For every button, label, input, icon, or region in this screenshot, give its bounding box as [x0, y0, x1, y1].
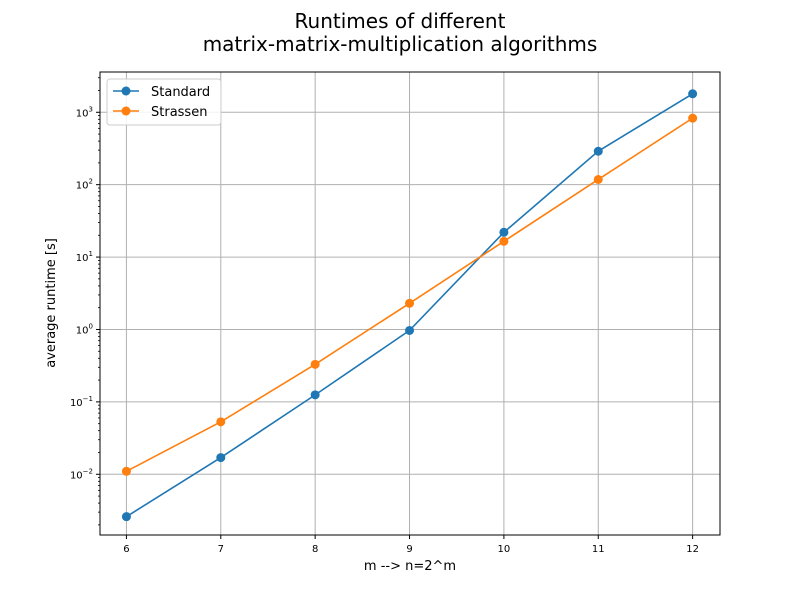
y-tick-label: 100 [76, 322, 93, 336]
data-point [593, 174, 603, 184]
data-point [593, 146, 603, 156]
data-point [121, 512, 131, 522]
x-tick-label: 9 [406, 544, 412, 555]
series-layer [121, 89, 698, 522]
data-point [405, 325, 415, 335]
legend-label: Standard [151, 85, 210, 100]
data-point [405, 298, 415, 308]
y-tick-label: 103 [76, 105, 93, 119]
x-tick-label: 11 [592, 544, 605, 555]
chart-title-line-2: matrix-matrix-multiplication algorithms [203, 32, 598, 56]
y-axis: 10−2 10−1 100 101 102 103 [70, 77, 100, 526]
chart-title: Runtimes of different matrix-matrix-mult… [203, 9, 598, 56]
legend-label: Strassen [151, 105, 207, 120]
data-point [499, 227, 509, 237]
x-tick-label: 12 [686, 544, 699, 555]
series-standard [121, 89, 698, 522]
x-tick-label: 7 [218, 544, 224, 555]
data-point [688, 89, 698, 99]
legend-marker [121, 106, 131, 116]
legend-item: Standard [113, 85, 210, 100]
data-point [121, 466, 131, 476]
y-tick-label: 101 [76, 250, 93, 264]
y-axis-label: average runtime [s] [44, 238, 59, 368]
data-point [216, 417, 226, 427]
x-tick-label: 8 [312, 544, 318, 555]
x-axis: 6 7 8 9 10 11 12 [123, 535, 699, 555]
data-point [216, 453, 226, 463]
chart-title-line-1: Runtimes of different [295, 9, 506, 33]
x-tick-label: 6 [123, 544, 129, 555]
legend-item: Strassen [113, 105, 207, 120]
series-strassen [121, 113, 698, 476]
data-point [499, 236, 509, 246]
legend-marker [121, 86, 131, 96]
y-tick-label: 10−1 [70, 395, 93, 409]
x-tick-label: 10 [498, 544, 511, 555]
data-point [310, 359, 320, 369]
data-point [310, 390, 320, 400]
y-tick-label: 102 [76, 178, 93, 192]
x-axis-label: m --> n=2^m [364, 559, 456, 574]
data-point [688, 113, 698, 123]
y-tick-label: 10−2 [70, 467, 93, 481]
legend: Standard Strassen [106, 78, 222, 126]
